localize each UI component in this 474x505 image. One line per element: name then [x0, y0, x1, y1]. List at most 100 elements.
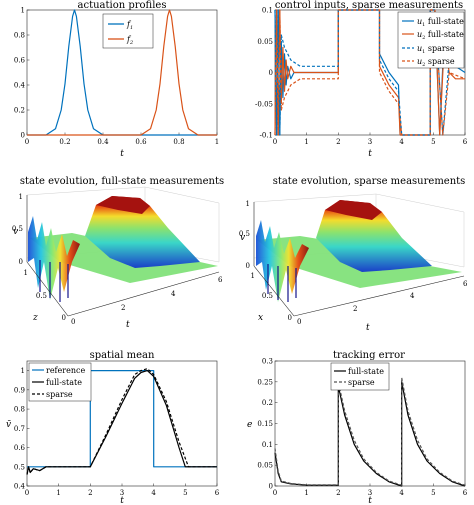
- y-tick-label: 0.25: [257, 378, 273, 386]
- y-tick-label: 0.15: [257, 420, 273, 428]
- y-tick-label: -0.05: [255, 100, 273, 108]
- legend-label-u2-sparse-index: 2: [422, 62, 425, 68]
- y-tick-label: 0.6: [14, 444, 26, 452]
- x-tick-label: 0: [273, 138, 277, 146]
- ticks: 0 0.2 0.4 0.6 0.8 1 0 0.2 0.4 0.6 0.8 1: [14, 7, 219, 147]
- legend: f1 f2: [102, 13, 154, 49]
- y-tick-label: 0.1: [262, 7, 273, 15]
- z-tick: 0.5: [12, 225, 23, 233]
- y-axis-label: x: [258, 313, 263, 323]
- legend-label-u1-sparse: u1 sparse: [417, 44, 455, 55]
- legend-label-u1-sparse-symbol: u: [417, 44, 422, 53]
- legend-label-u2-full: u2 full-state: [417, 30, 464, 41]
- legend-label-u1-full-text: full-state: [425, 17, 464, 26]
- y-axis-label: z: [32, 313, 38, 323]
- panel-state-sparse: state evolution, sparse measurements 1 0…: [239, 176, 468, 333]
- panel-title: tracking error: [333, 350, 405, 361]
- x-tick-label: 0.6: [135, 138, 147, 146]
- x-tick-label: 0.4: [97, 138, 109, 146]
- y-tick: 0: [288, 314, 292, 322]
- legend-label-u1-sparse-index: 1: [422, 49, 425, 55]
- z-tick: 0.5: [239, 230, 250, 238]
- surface-ridge: [85, 196, 200, 268]
- x-tick-label: 6: [463, 489, 468, 497]
- legend-label-full-state: full-state: [46, 378, 82, 387]
- y-tick-label: 0.2: [14, 107, 25, 115]
- x-tick-label: 1: [304, 138, 308, 146]
- y-axis-label: e: [247, 420, 252, 430]
- x-axis-label: t: [366, 323, 370, 333]
- surface-ridge: [316, 200, 432, 272]
- x-tick-label: 1: [215, 138, 219, 146]
- y-tick-label: 0: [269, 69, 273, 77]
- y-tick-label: 0.4: [14, 82, 26, 90]
- x-tick: 4: [410, 292, 415, 300]
- x-axis: [67, 271, 220, 317]
- legend-label-f1-index: 1: [130, 25, 133, 31]
- y-tick: 0.5: [262, 292, 273, 300]
- z-tick: 1: [246, 200, 250, 208]
- legend-label-f2: f2: [126, 35, 133, 46]
- x-tick: 6: [463, 280, 468, 288]
- x-tick-label: 1: [56, 489, 60, 497]
- panel-title: spatial mean: [90, 350, 155, 361]
- x-tick-label: 3: [368, 138, 372, 146]
- y-tick-label: 0.8: [14, 32, 25, 40]
- x-tick: 0: [71, 318, 75, 326]
- legend-label-u2-sparse: u2 sparse: [417, 57, 455, 68]
- back-wall: [253, 193, 465, 267]
- legend-label-reference: reference: [46, 366, 85, 375]
- ticks: 0 1 2 3 4 5 6 0.4 0.5 0.6 0.7 0.8 0.9 1: [14, 367, 220, 497]
- panel-actuation: actuation profiles 0 0.2 0.4 0.6 0.8 1 0 0.2 0.4…: [14, 0, 219, 159]
- x-tick-label: 0: [25, 489, 29, 497]
- x-tick-label: 5: [183, 489, 187, 497]
- x-tick-label: 3: [368, 489, 372, 497]
- panel-title: control inputs, sparse measurements: [275, 0, 463, 11]
- x-tick-label: 0.8: [173, 138, 184, 146]
- z-tick: 1: [19, 193, 23, 201]
- surface-oscillations: [256, 220, 309, 302]
- x-axis-label: t: [120, 149, 124, 159]
- x-tick-label: 4: [399, 138, 404, 146]
- y-tick-label: 0.6: [14, 57, 26, 65]
- oscillation-spikes: [267, 264, 297, 302]
- legend: reference full-state sparse: [28, 362, 92, 402]
- y-axis: [26, 261, 69, 317]
- y-tick-label: 0: [269, 483, 273, 491]
- x-axis: [293, 275, 465, 317]
- back-wall: [26, 186, 220, 262]
- legend-label-u2-sparse-symbol: u: [417, 57, 422, 66]
- x-axis-label: t: [368, 149, 372, 159]
- x-tick-label: 0.2: [59, 138, 70, 146]
- legend-label-u1-full: u1 full-state: [417, 17, 464, 28]
- x-tick: 0: [297, 318, 301, 326]
- x-tick-label: 6: [463, 138, 468, 146]
- y-axis-label: v̄: [6, 420, 11, 430]
- x-tick-label: 0: [273, 489, 277, 497]
- surface-oscillations: [28, 216, 80, 300]
- legend-label-u1-full-index: 1: [422, 22, 425, 28]
- y-tick-label: -0.1: [260, 132, 274, 140]
- z-tick: 0: [246, 262, 250, 270]
- surface-crest: [96, 196, 150, 214]
- x-tick-label: 6: [215, 489, 220, 497]
- y-tick: 1: [251, 272, 255, 280]
- legend-label-f2-index: 2: [129, 40, 133, 46]
- y-tick-label: 0.4: [14, 483, 26, 491]
- panel-title: state evolution, sparse measurements: [273, 176, 466, 187]
- legend-box: [102, 13, 154, 49]
- legend-label-u2-full-symbol: u: [417, 30, 422, 39]
- y-tick-label: 0.3: [262, 358, 273, 366]
- y-tick-label: 0: [21, 132, 25, 140]
- panel-spatial-mean: spatial mean 0 1 2 3 4 5 60.40.50.60.70.80.91 …: [6, 350, 220, 505]
- y-tick-label: 1: [21, 367, 25, 375]
- panel-tracking-error: tracking error 0 1 2 3 4 5 6 0 0.05 0.1 0.15 0.2 0.2…: [247, 350, 468, 505]
- y-axis: [253, 265, 295, 317]
- plot-lines: [26, 368, 217, 475]
- x-tick: 4: [171, 290, 176, 298]
- x-tick-label: 1: [304, 489, 308, 497]
- y-tick: 0: [62, 314, 66, 322]
- plot-lines: [274, 377, 466, 487]
- y-tick-label: 0.5: [14, 463, 25, 471]
